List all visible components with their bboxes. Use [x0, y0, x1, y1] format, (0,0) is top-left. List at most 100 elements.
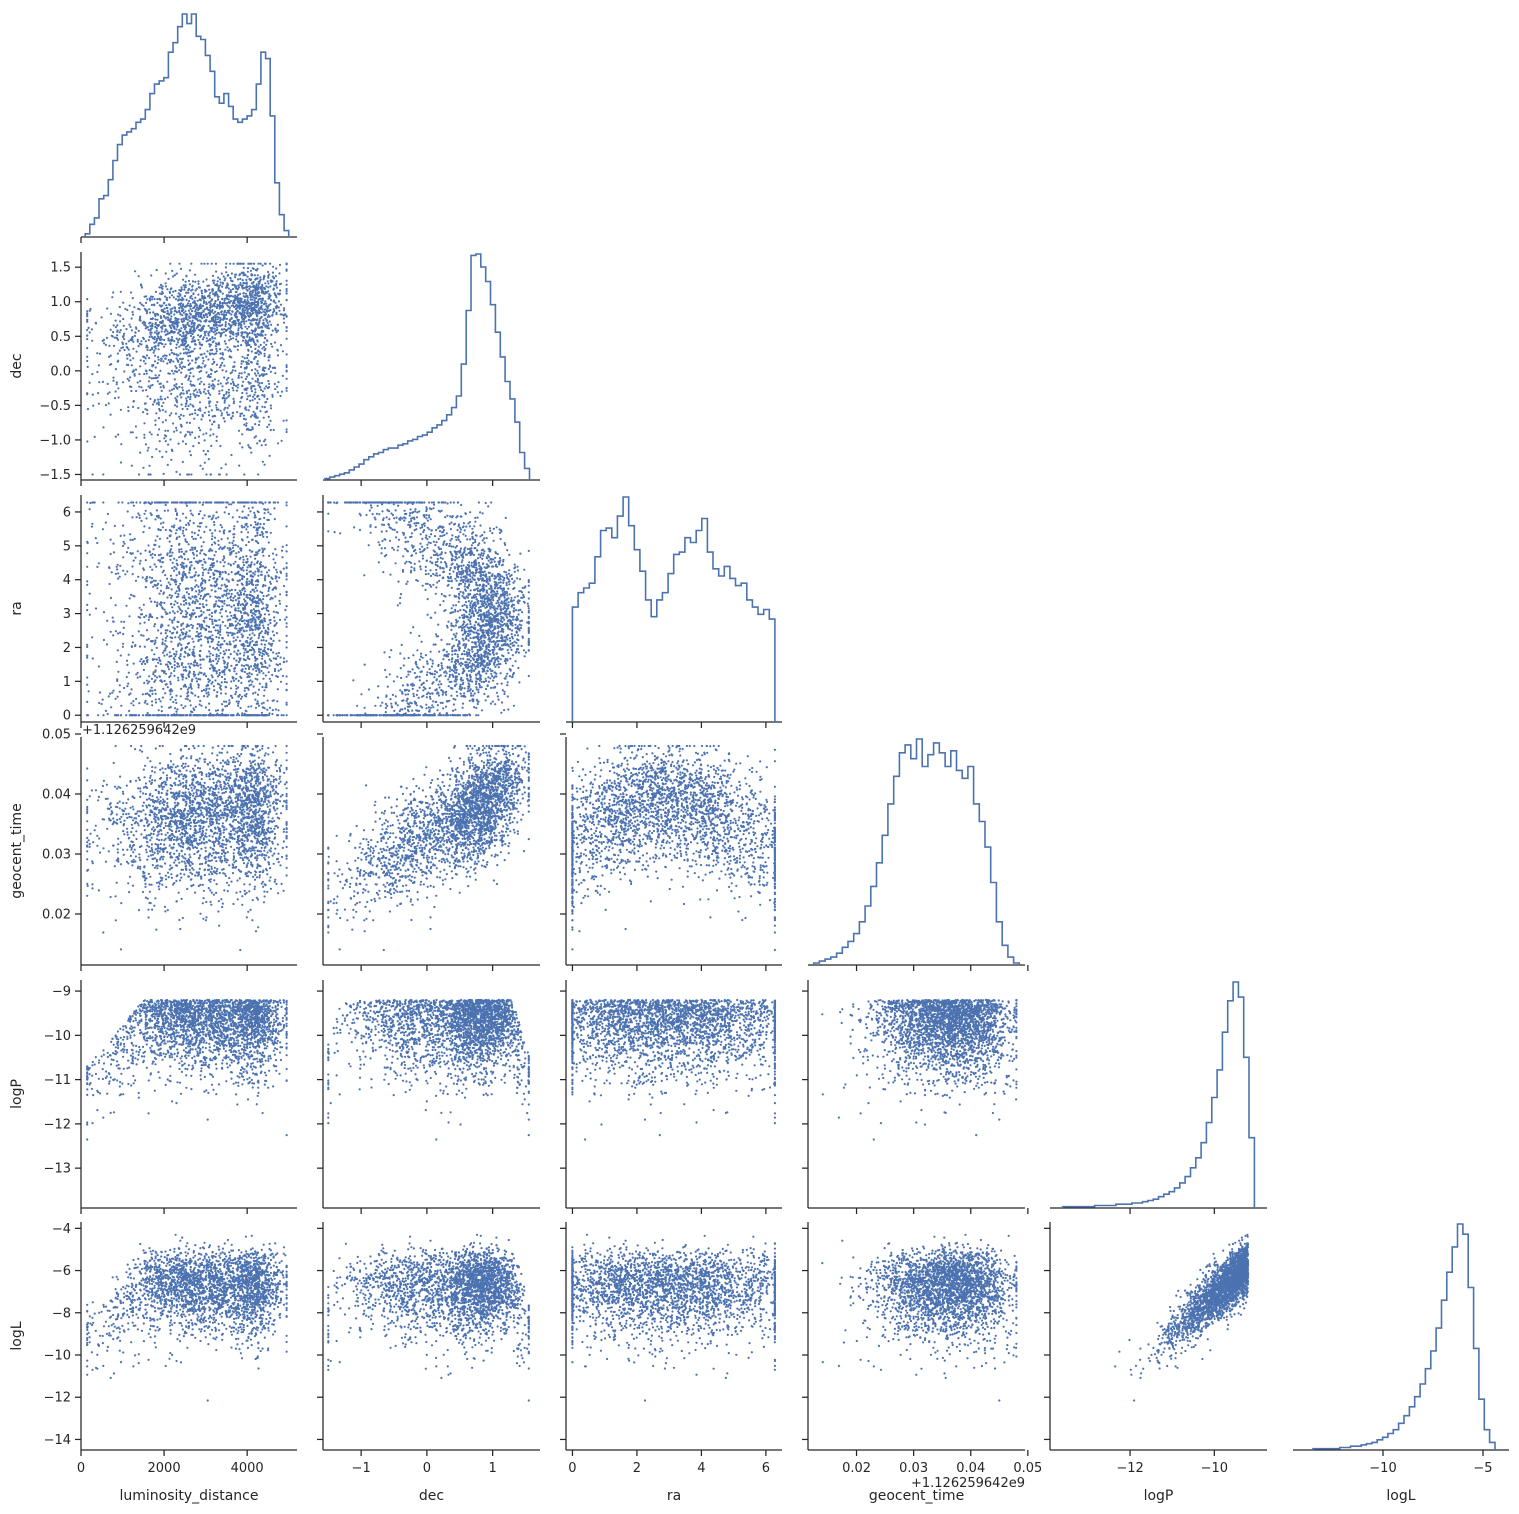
scatter-point — [125, 343, 127, 345]
scatter-point — [132, 431, 134, 433]
scatter-point — [214, 311, 216, 313]
scatter-point — [222, 637, 224, 639]
scatter-point — [286, 330, 288, 332]
scatter-point — [95, 322, 97, 324]
scatter-point — [264, 318, 266, 320]
scatter-point — [91, 328, 93, 330]
scatter-point — [274, 292, 276, 294]
scatter-point — [223, 594, 225, 596]
scatter-point — [126, 364, 128, 366]
scatter-point — [182, 616, 184, 618]
scatter-point — [86, 298, 88, 300]
scatter-point — [106, 307, 108, 309]
scatter-point — [269, 285, 271, 287]
scatter-point — [251, 589, 253, 591]
scatter-point — [233, 536, 235, 538]
scatter-point — [233, 525, 235, 527]
scatter-point — [258, 637, 260, 639]
scatter-point — [129, 376, 131, 378]
scatter-point — [155, 665, 157, 667]
scatter-point — [165, 613, 167, 615]
scatter-point — [176, 626, 178, 628]
scatter-point — [280, 668, 282, 670]
scatter-point — [132, 357, 134, 359]
scatter-point — [231, 310, 233, 312]
y-tick-label: −0.5 — [39, 399, 71, 414]
scatter-point — [235, 308, 237, 310]
scatter-point — [156, 647, 158, 649]
scatter-point — [157, 345, 159, 347]
scatter-point — [153, 349, 155, 351]
scatter-point — [102, 381, 104, 383]
scatter-point — [149, 312, 151, 314]
scatter-point — [264, 585, 266, 587]
scatter-point — [218, 296, 220, 298]
scatter-point — [211, 353, 213, 355]
scatter-point — [112, 617, 114, 619]
scatter-point — [247, 312, 249, 314]
scatter-point — [257, 277, 259, 279]
scatter-point — [250, 296, 252, 298]
scatter-point — [276, 287, 278, 289]
scatter-point — [246, 345, 248, 347]
scatter-point — [117, 329, 119, 331]
scatter-point — [125, 714, 127, 716]
scatter-point — [123, 627, 125, 629]
scatter-point — [245, 425, 247, 427]
scatter-point — [181, 314, 183, 316]
scatter-point — [286, 646, 288, 648]
scatter-point — [225, 686, 227, 688]
scatter-point — [184, 597, 186, 599]
scatter-point — [141, 304, 143, 306]
scatter-point — [264, 337, 266, 339]
scatter-point — [237, 384, 239, 386]
scatter-point — [286, 263, 288, 265]
scatter-point — [194, 343, 196, 345]
scatter-point — [204, 439, 206, 441]
scatter-point — [166, 307, 168, 309]
scatter-point — [212, 280, 214, 282]
scatter-point — [248, 429, 250, 431]
scatter-point — [196, 327, 198, 329]
scatter-point — [205, 604, 207, 606]
scatter-point — [143, 434, 145, 436]
scatter-point — [156, 327, 158, 329]
scatter-point — [235, 556, 237, 558]
scatter-point — [212, 647, 214, 649]
scatter-point — [147, 449, 149, 451]
scatter-point — [215, 600, 217, 602]
scatter-point — [255, 269, 257, 271]
scatter-point — [267, 322, 269, 324]
scatter-point — [173, 332, 175, 334]
scatter-point — [218, 641, 220, 643]
scatter-point — [275, 284, 277, 286]
scatter-point — [245, 331, 247, 333]
scatter-point — [193, 567, 195, 569]
scatter-point — [222, 501, 224, 503]
scatter-point — [156, 333, 158, 335]
scatter-point — [120, 461, 122, 463]
scatter-point — [224, 401, 226, 403]
scatter-point — [221, 615, 223, 617]
scatter-point — [252, 668, 254, 670]
scatter-point — [262, 299, 264, 301]
scatter-point — [139, 316, 141, 318]
scatter-point — [164, 680, 166, 682]
scatter-point — [235, 673, 237, 675]
scatter-point — [263, 324, 265, 326]
scatter-point — [210, 584, 212, 586]
scatter-point — [185, 306, 187, 308]
scatter-point — [157, 356, 159, 358]
scatter-point — [196, 367, 198, 369]
scatter-point — [263, 523, 265, 525]
scatter-point — [187, 292, 189, 294]
scatter-point — [189, 375, 191, 377]
scatter-point — [222, 293, 224, 295]
scatter-point — [252, 399, 254, 401]
scatter-point — [273, 616, 275, 618]
scatter-point — [238, 600, 240, 602]
scatter-point — [167, 310, 169, 312]
scatter-point — [203, 541, 205, 543]
scatter-point — [149, 332, 151, 334]
scatter-point — [223, 328, 225, 330]
